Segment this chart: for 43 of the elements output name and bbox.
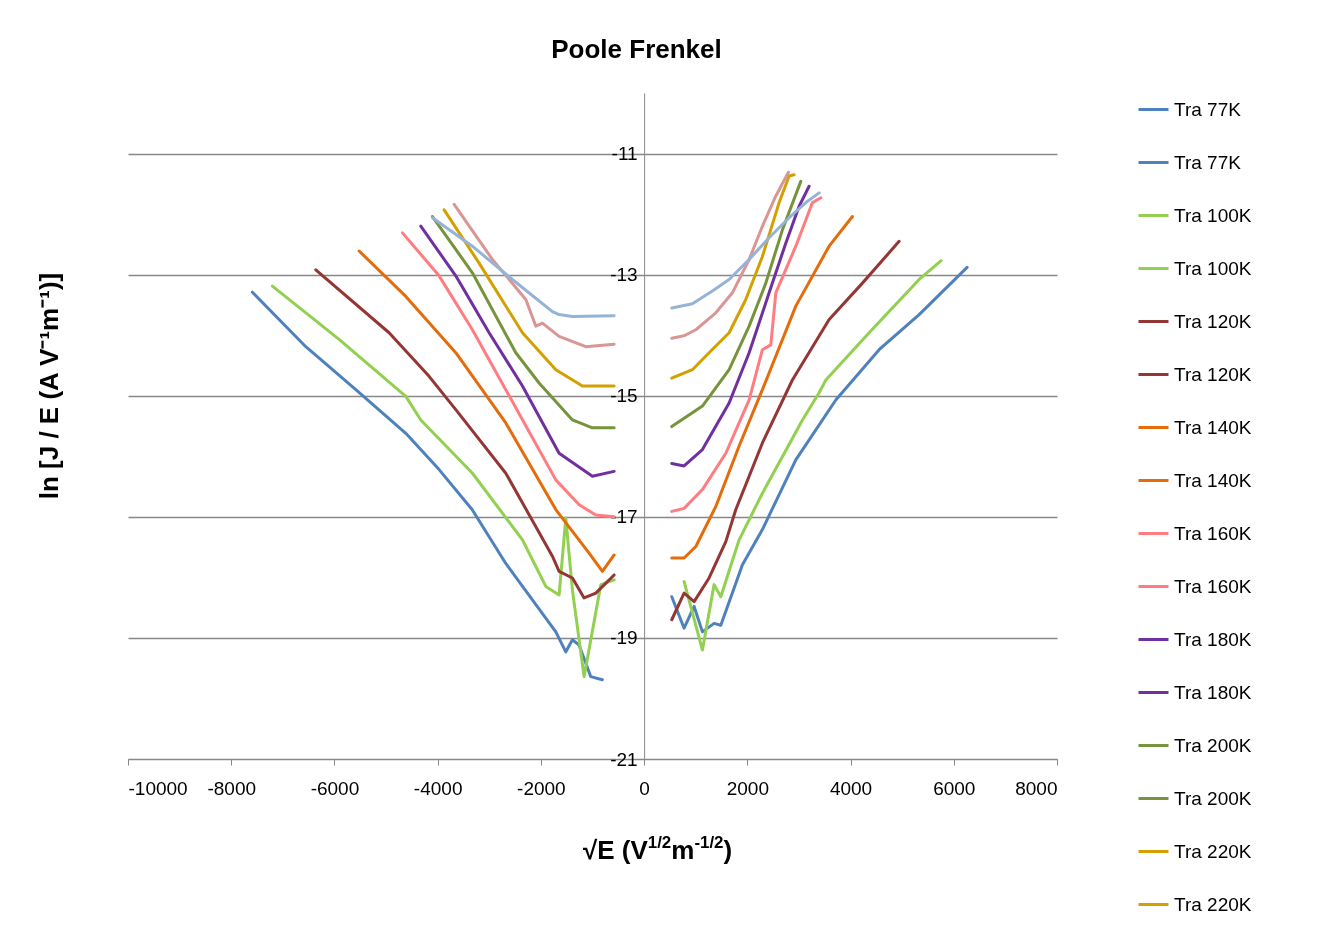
- x-tick-label: -6000: [310, 777, 360, 799]
- y-axis-title: ln [J / E (A V⁻¹m⁻¹)]: [34, 272, 64, 500]
- x-tick-label: 6000: [933, 777, 976, 799]
- legend-label: Tra 100K: [1174, 204, 1252, 226]
- legend-label: Tra 77K: [1174, 98, 1242, 120]
- x-tick-label: 8000: [1015, 777, 1058, 799]
- y-tick-label: -11: [611, 143, 638, 165]
- y-tick-label: -19: [610, 627, 638, 649]
- y-tick-label: -13: [610, 264, 638, 286]
- line-series: [670, 265, 969, 634]
- line-series: [670, 170, 790, 340]
- x-tick-label: 4000: [829, 777, 873, 799]
- y-tick-label: -15: [610, 385, 638, 407]
- line-series: [670, 179, 803, 429]
- line-series: [682, 259, 943, 652]
- x-tick-label: 0: [639, 777, 650, 799]
- legend-label: Tra 120K: [1174, 363, 1252, 385]
- line-series: [670, 173, 796, 380]
- x-tick-label: -10000: [128, 777, 188, 799]
- y-tick-label: -21: [610, 748, 638, 770]
- legend-label: Tra 180K: [1174, 681, 1252, 703]
- legend-label: Tra 77K: [1174, 151, 1242, 173]
- legend-label: Tra 140K: [1174, 416, 1252, 438]
- line-series: [670, 196, 823, 513]
- line-series: [670, 191, 821, 310]
- x-tick-label: 2000: [726, 777, 769, 799]
- line-series: [670, 184, 811, 468]
- legend-label: Tra 160K: [1174, 575, 1252, 597]
- legend-label: Tra 180K: [1174, 628, 1252, 650]
- x-tick-label: -2000: [517, 777, 566, 799]
- chart-title: Poole Frenkel: [551, 34, 722, 64]
- legend-label: Tra 100K: [1174, 257, 1252, 279]
- legend-label: Tra 140K: [1174, 469, 1252, 491]
- legend-label: Tra 160K: [1174, 522, 1252, 544]
- x-tick-label: -8000: [207, 777, 257, 799]
- legend-label: Tra 200K: [1174, 787, 1252, 809]
- legend-label: Tra 200K: [1174, 734, 1252, 756]
- legend-label: Tra 220K: [1174, 893, 1252, 915]
- legend-label: Tra 120K: [1174, 310, 1252, 332]
- x-tick-label: -4000: [413, 777, 463, 799]
- line-series: [670, 239, 901, 622]
- legend-label: Tra 220K: [1174, 840, 1252, 862]
- line-series: [670, 215, 854, 560]
